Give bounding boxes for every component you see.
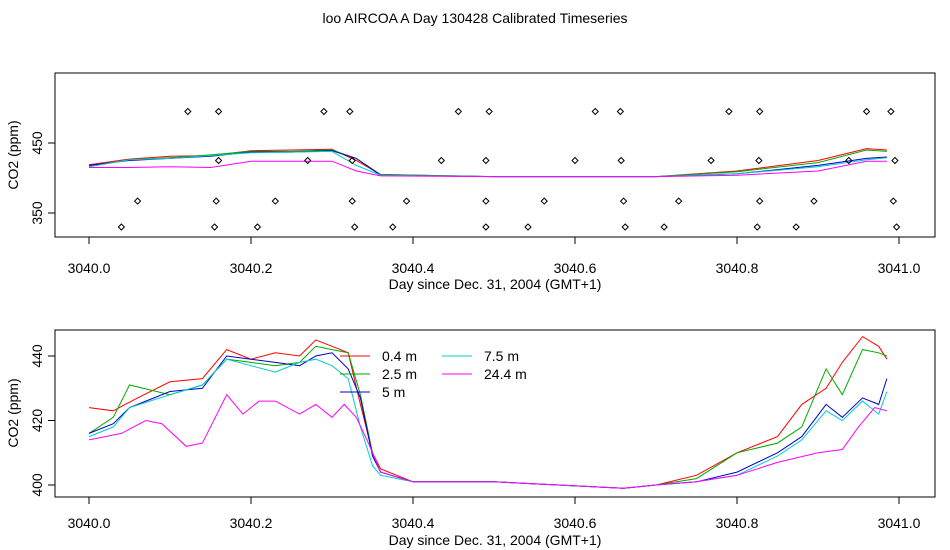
chart-title: loo AIRCOA A Day 130428 Calibrated Times… <box>322 10 628 26</box>
top-diamond-marker <box>210 223 219 231</box>
top-y-axis-label: CO2 (ppm) <box>5 120 21 189</box>
bottom-plot-frame <box>54 329 936 498</box>
legend-label: 24.4 m <box>484 366 527 382</box>
top-diamond-marker <box>350 223 359 231</box>
top-diamond-marker <box>753 223 761 231</box>
bottom-x-tick-label: 3040.6 <box>554 515 597 531</box>
legend: 0.4 m 2.5 m 5 m 7.5 m 24.4 m <box>340 348 527 400</box>
top-diamond-marker <box>303 156 312 165</box>
top-diamond-marker <box>482 156 490 165</box>
top-series-line-0 <box>88 148 887 178</box>
bottom-series-line-4 <box>88 393 888 489</box>
top-diamond-marker <box>348 156 356 165</box>
bottom-series-line-3 <box>88 358 888 489</box>
bottom-x-tick-label: 3041.0 <box>878 515 921 531</box>
top-panel: 3040.0 3040.2 3040.4 3040.6 3040.8 3041.0 350… <box>5 72 936 292</box>
bottom-y-tick-label: 420 <box>29 409 45 433</box>
bottom-y-tick-label: 440 <box>29 344 45 368</box>
top-diamond-marker <box>891 156 899 165</box>
top-diamond-marker <box>862 107 871 116</box>
top-diamond-marker <box>271 197 280 205</box>
top-series-line-4 <box>89 160 887 178</box>
legend-label: 7.5 m <box>484 348 519 364</box>
top-x-axis-label: Day since Dec. 31, 2004 (GMT+1) <box>389 276 602 292</box>
top-diamond-marker <box>887 107 895 116</box>
top-diamond-marker <box>725 107 733 116</box>
bottom-y-tick-label: 400 <box>29 473 45 497</box>
top-y-tick-label: 350 <box>29 201 45 225</box>
top-diamond-marker <box>892 223 901 231</box>
bottom-x-tick-label: 3040.0 <box>68 515 111 531</box>
top-x-ticks: 3040.0 3040.2 3040.4 3040.6 3040.8 3041.0 <box>68 237 921 276</box>
top-diamond-marker <box>674 197 683 205</box>
top-diamond-marker <box>214 156 223 165</box>
top-series-line-1 <box>88 149 887 178</box>
top-x-tick-label: 3040.2 <box>230 260 273 276</box>
legend-label: 5 m <box>382 384 405 400</box>
top-diamond-marker <box>348 197 356 205</box>
top-diamond-marker <box>621 223 629 231</box>
top-x-tick-label: 3040.6 <box>554 260 597 276</box>
legend-label: 0.4 m <box>382 348 417 364</box>
top-plot-frame <box>54 72 936 238</box>
top-diamond-marker <box>212 197 220 205</box>
top-x-tick-label: 3040.0 <box>68 260 111 276</box>
bottom-x-ticks: 3040.0 3040.2 3040.4 3040.6 3040.8 3041.0 <box>68 497 921 531</box>
top-diamond-marker <box>619 197 628 205</box>
top-series-group <box>88 148 887 178</box>
top-diamond-marker <box>482 223 490 231</box>
top-diamond-marker <box>540 197 548 205</box>
top-diamond-marker <box>571 156 579 165</box>
bottom-panel: 3040.0 3040.2 3040.4 3040.6 3040.8 3041.0 400… <box>5 329 936 548</box>
top-diamond-marker <box>616 107 625 116</box>
bottom-x-axis-label: Day since Dec. 31, 2004 (GMT+1) <box>389 532 602 548</box>
top-diamond-marker <box>437 156 446 165</box>
top-diamond-marker <box>810 197 818 205</box>
top-diamond-marker <box>660 223 668 231</box>
top-diamond-marker <box>617 156 625 165</box>
top-x-tick-label: 3040.4 <box>392 260 435 276</box>
top-x-tick-label: 3041.0 <box>878 260 921 276</box>
top-diamond-marker <box>253 223 262 231</box>
top-x-tick-label: 3040.8 <box>716 260 759 276</box>
top-diamond-marker <box>591 107 599 116</box>
top-series-line-3 <box>88 150 887 178</box>
top-diamond-marker <box>454 107 463 116</box>
top-diamond-marker <box>482 197 490 205</box>
top-diamond-marker <box>346 107 354 116</box>
top-diamond-marker <box>755 107 764 116</box>
bottom-y-ticks: 400 420 440 <box>29 344 55 497</box>
top-diamond-marker <box>485 107 493 116</box>
top-y-tick-label: 450 <box>29 131 45 155</box>
bottom-y-axis-label: CO2 (ppm) <box>5 378 21 447</box>
top-diamond-marker <box>402 197 411 205</box>
legend-label: 2.5 m <box>382 366 417 382</box>
bottom-series-line-0 <box>88 335 888 489</box>
top-diamond-marker <box>845 156 853 165</box>
bottom-x-tick-label: 3040.4 <box>392 515 435 531</box>
top-diamond-marker <box>889 197 898 205</box>
top-diamond-marker <box>755 197 764 205</box>
top-diamond-marker <box>792 223 800 231</box>
bottom-x-tick-label: 3040.2 <box>230 515 273 531</box>
top-y-ticks: 350 450 <box>29 131 55 225</box>
top-diamond-marker <box>320 107 328 116</box>
bottom-x-tick-label: 3040.8 <box>716 515 759 531</box>
top-diamond-marker <box>389 223 397 231</box>
top-diamond-marker <box>117 223 126 231</box>
top-diamond-marker <box>214 107 223 116</box>
top-diamond-marker <box>707 156 715 165</box>
top-diamond-marker <box>524 223 532 231</box>
top-markers-group <box>117 107 901 231</box>
top-diamond-marker <box>755 156 763 165</box>
top-diamond-marker <box>133 197 142 205</box>
bottom-series-group <box>88 335 888 489</box>
top-diamond-marker <box>184 107 192 116</box>
